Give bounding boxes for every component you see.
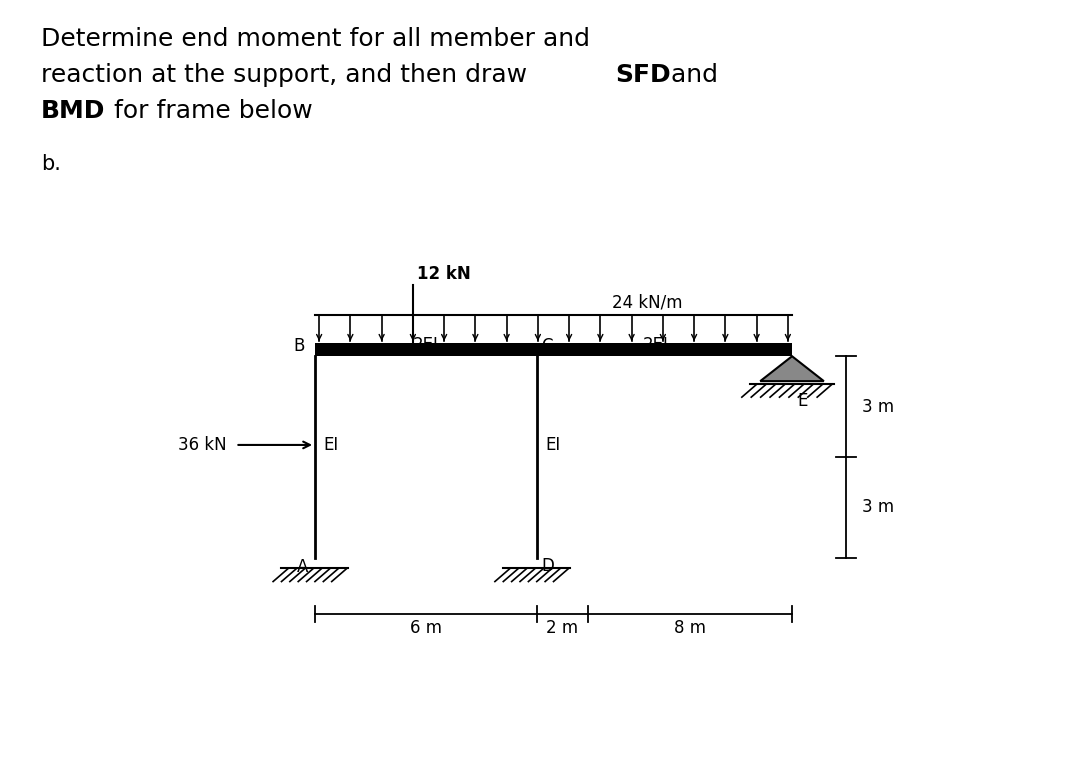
- Text: for frame below: for frame below: [106, 99, 312, 123]
- Text: 2 m: 2 m: [546, 619, 579, 637]
- Text: B: B: [294, 337, 305, 355]
- Text: A: A: [297, 558, 308, 577]
- Text: 6 m: 6 m: [409, 619, 442, 637]
- Text: 12 kN: 12 kN: [417, 266, 471, 283]
- Text: 2EI: 2EI: [643, 336, 669, 354]
- Text: Determine end moment for all member and: Determine end moment for all member and: [41, 27, 590, 51]
- Text: and: and: [663, 63, 718, 87]
- Text: 24 kN/m: 24 kN/m: [612, 294, 683, 312]
- Text: EI: EI: [545, 436, 561, 454]
- Polygon shape: [760, 357, 824, 381]
- Text: b.: b.: [41, 154, 60, 174]
- Text: EI: EI: [323, 436, 338, 454]
- Text: D: D: [541, 557, 554, 574]
- Text: E: E: [797, 392, 808, 410]
- Text: C: C: [541, 337, 553, 355]
- Text: SFD: SFD: [616, 63, 672, 87]
- Text: BMD: BMD: [41, 99, 106, 123]
- Text: 2EI: 2EI: [413, 336, 438, 354]
- Bar: [315, 343, 792, 357]
- Text: 3 m: 3 m: [862, 397, 893, 416]
- Text: reaction at the support, and then draw: reaction at the support, and then draw: [41, 63, 536, 87]
- Text: 36 kN: 36 kN: [178, 436, 227, 454]
- Text: 3 m: 3 m: [862, 498, 893, 517]
- Text: 8 m: 8 m: [674, 619, 706, 637]
